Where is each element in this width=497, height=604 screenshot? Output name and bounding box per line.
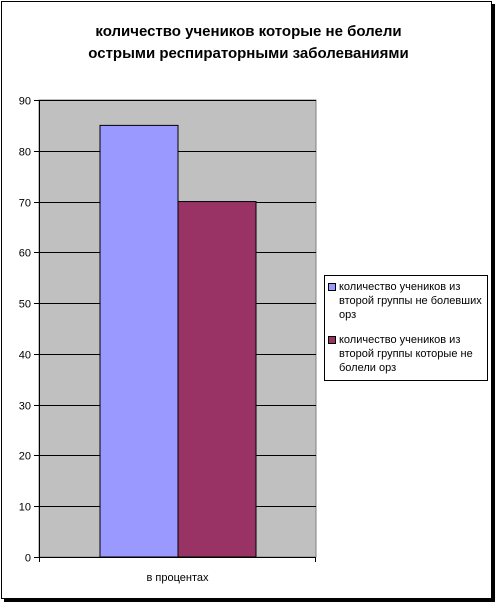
y-tick-label-20: 20 xyxy=(19,451,31,463)
legend-swatch-series-2 xyxy=(328,336,336,344)
legend-label-series-2: количество учеников из второй группы кот… xyxy=(339,334,473,374)
legend: количество учеников из второй группы не … xyxy=(324,275,488,381)
y-tick-label-40: 40 xyxy=(19,350,31,362)
legend-swatch-series-1 xyxy=(328,283,336,291)
y-tick-label-80: 80 xyxy=(19,147,31,159)
bar-series-1 xyxy=(99,124,179,558)
y-tick-label-50: 50 xyxy=(19,299,31,311)
y-tick-label-60: 60 xyxy=(19,248,31,260)
chart-title: количество учеников которые не болели ос… xyxy=(0,21,497,65)
chart-title-line-1: количество учеников которые не болели xyxy=(95,23,402,40)
y-tick-label-70: 70 xyxy=(19,198,31,210)
chart-title-line-2: острыми респираторными заболеваниями xyxy=(88,45,409,62)
y-tick-label-0: 0 xyxy=(25,553,31,565)
y-tick-label-10: 10 xyxy=(19,502,31,514)
x-tick-label-1: в процентах xyxy=(147,572,209,584)
legend-label-series-1: количество учеников из второй группы не … xyxy=(339,281,482,321)
bar-series-2 xyxy=(177,201,257,558)
y-tick-label-90: 90 xyxy=(19,96,31,108)
y-tick-label-30: 30 xyxy=(19,401,31,413)
